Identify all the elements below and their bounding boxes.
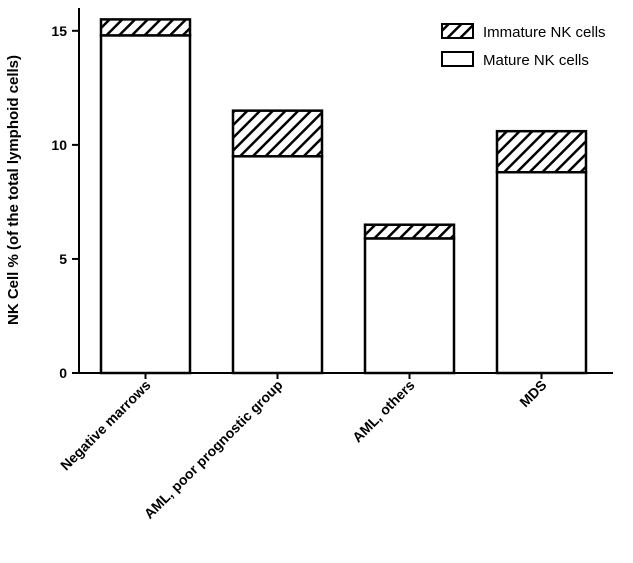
y-tick-label-3: 15 [51,23,67,39]
bar-immature-0 [99,18,192,37]
bar-immature-2 [363,223,456,240]
y-tick-label-0: 0 [59,365,67,381]
axes-layer [78,8,613,374]
y-axis-title: NK Cell % (of the total lymphoid cells) [5,55,22,325]
x-category-label-2: AML, others [349,377,418,446]
bar-immature-3 [495,129,588,174]
y-tick-label-1: 5 [59,251,67,267]
y-tick-label-2: 10 [51,137,67,153]
legend-label-mature: Mature NK cells [483,52,589,69]
bar-mature-3 [495,171,588,375]
x-category-label-3: MDS [516,377,549,410]
x-category-label-0: Negative marrows [57,377,154,474]
bar-mature-2 [363,237,456,375]
bars-layer [99,18,588,375]
bar-mature-1 [231,155,324,375]
bar-immature-1 [231,109,324,158]
x-category-label-1: AML, poor prognostic group [141,377,286,522]
legend-swatch-mature [441,51,474,67]
legend-label-immature: Immature NK cells [483,24,606,41]
y-ticks: 0 5 10 15 [51,23,79,381]
legend: Immature NK cells Mature NK cells [441,23,606,69]
legend-swatch-immature [441,23,474,39]
bar-mature-0 [99,34,192,375]
